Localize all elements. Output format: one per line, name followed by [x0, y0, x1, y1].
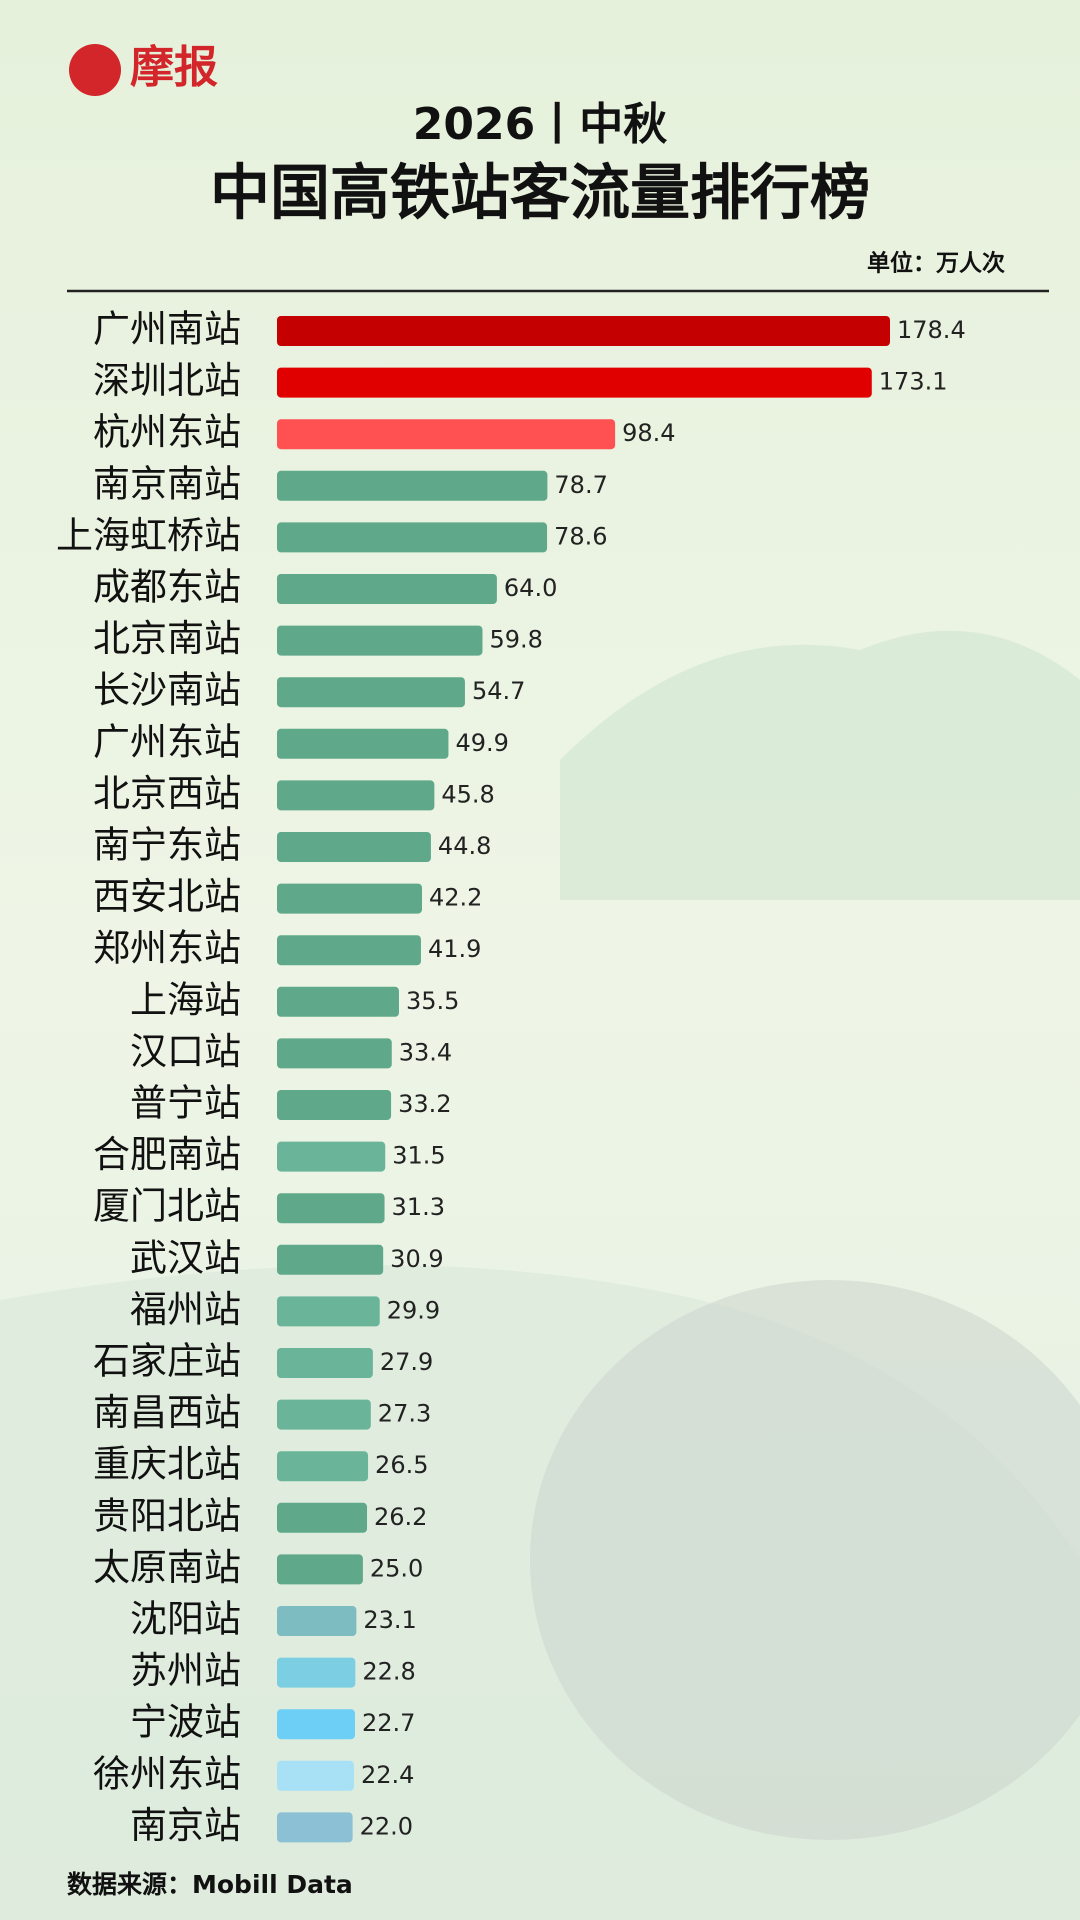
value-label: 25.0	[370, 1554, 423, 1582]
category-label: 南京站	[130, 1804, 241, 1847]
value-label: 22.4	[361, 1761, 414, 1789]
unit-label: 单位：万人次	[867, 250, 1005, 277]
value-label: 27.9	[380, 1348, 433, 1376]
value-label: 78.6	[554, 522, 607, 550]
bar	[277, 1296, 380, 1327]
value-label: 35.5	[406, 987, 459, 1015]
category-label: 北京西站	[93, 772, 241, 815]
bar	[277, 1141, 386, 1172]
bar	[277, 728, 449, 759]
bar	[277, 1812, 353, 1843]
value-label: 22.7	[362, 1709, 415, 1737]
value-label: 33.2	[398, 1090, 451, 1118]
bar	[277, 986, 399, 1017]
chart-title: 2026丨中秋	[413, 99, 667, 150]
logo-text: 摩报	[130, 42, 218, 93]
bar	[277, 780, 435, 811]
value-label: 31.5	[392, 1142, 445, 1170]
category-label: 普宁站	[130, 1082, 241, 1125]
value-label: 31.3	[392, 1193, 445, 1221]
category-label: 郑州东站	[93, 927, 241, 970]
value-label: 22.8	[362, 1658, 415, 1686]
category-label: 南昌西站	[93, 1391, 241, 1434]
category-label: 沈阳站	[130, 1598, 241, 1641]
category-label: 广州南站	[93, 308, 241, 351]
category-label: 苏州站	[130, 1649, 241, 1692]
value-label: 78.7	[554, 471, 607, 499]
bar	[277, 1399, 371, 1430]
bar	[277, 677, 465, 708]
category-label: 厦门北站	[93, 1185, 241, 1228]
bar	[277, 574, 497, 604]
value-label: 22.0	[360, 1812, 413, 1840]
category-label: 南京南站	[93, 462, 241, 505]
value-label: 44.8	[438, 832, 491, 860]
category-label: 徐州东站	[93, 1752, 241, 1795]
category-label: 合肥南站	[93, 1133, 241, 1176]
value-label: 41.9	[428, 935, 481, 963]
bar	[277, 1038, 392, 1069]
bar	[277, 470, 548, 501]
mountain	[560, 630, 1080, 900]
value-label: 33.4	[399, 1038, 452, 1066]
bar	[277, 1554, 363, 1585]
bar	[277, 1193, 385, 1224]
value-label: 173.1	[879, 368, 948, 396]
value-label: 30.9	[390, 1245, 443, 1273]
value-label: 54.7	[472, 677, 525, 705]
category-label: 长沙南站	[93, 669, 241, 712]
bar	[277, 419, 616, 450]
category-label: 成都东站	[93, 566, 241, 609]
value-label: 49.9	[455, 729, 508, 757]
value-label: 23.1	[363, 1606, 416, 1634]
category-label: 重庆北站	[93, 1443, 241, 1486]
bar	[277, 1606, 357, 1636]
value-label: 45.8	[441, 780, 494, 808]
category-label: 上海站	[130, 978, 241, 1021]
value-label: 42.2	[429, 884, 482, 912]
bar	[277, 1451, 369, 1482]
logo-icon	[69, 44, 121, 96]
bar	[277, 367, 872, 398]
bar	[277, 522, 548, 553]
value-label: 27.3	[378, 1400, 431, 1428]
bar	[277, 935, 421, 966]
train-nose	[530, 1280, 1080, 1840]
source-note: 数据来源：Mobill Data	[67, 1870, 353, 1899]
value-label: 98.4	[622, 419, 675, 447]
bar	[277, 1709, 355, 1740]
bar	[277, 316, 890, 346]
category-label: 北京南站	[93, 617, 241, 660]
bar	[277, 1348, 373, 1378]
category-label: 上海虹桥站	[56, 514, 241, 557]
category-label: 汉口站	[130, 1030, 241, 1073]
bar	[277, 1244, 384, 1275]
bar	[277, 832, 431, 862]
category-label: 杭州东站	[93, 411, 241, 454]
bar	[277, 883, 423, 914]
category-label: 贵阳北站	[93, 1494, 241, 1537]
category-label: 广州东站	[93, 720, 241, 763]
bar	[277, 625, 483, 656]
bar	[277, 1657, 356, 1688]
value-label: 64.0	[504, 574, 557, 602]
value-label: 59.8	[489, 626, 542, 654]
value-label: 26.2	[374, 1503, 427, 1531]
category-label: 南宁东站	[93, 824, 241, 867]
bar	[277, 1760, 354, 1791]
value-label: 29.9	[387, 1296, 440, 1324]
chart-subtitle: 中国高铁站客流量排行榜	[210, 159, 870, 229]
category-label: 深圳北站	[93, 359, 241, 402]
category-label: 宁波站	[130, 1701, 241, 1744]
value-label: 178.4	[897, 316, 966, 344]
category-label: 西安北站	[93, 875, 241, 918]
category-label: 石家庄站	[93, 1340, 241, 1383]
bar	[277, 1502, 368, 1533]
bar	[277, 1090, 392, 1120]
category-label: 福州站	[130, 1288, 241, 1331]
value-label: 26.5	[375, 1451, 428, 1479]
category-label: 武汉站	[130, 1236, 241, 1279]
category-label: 太原南站	[93, 1546, 241, 1589]
